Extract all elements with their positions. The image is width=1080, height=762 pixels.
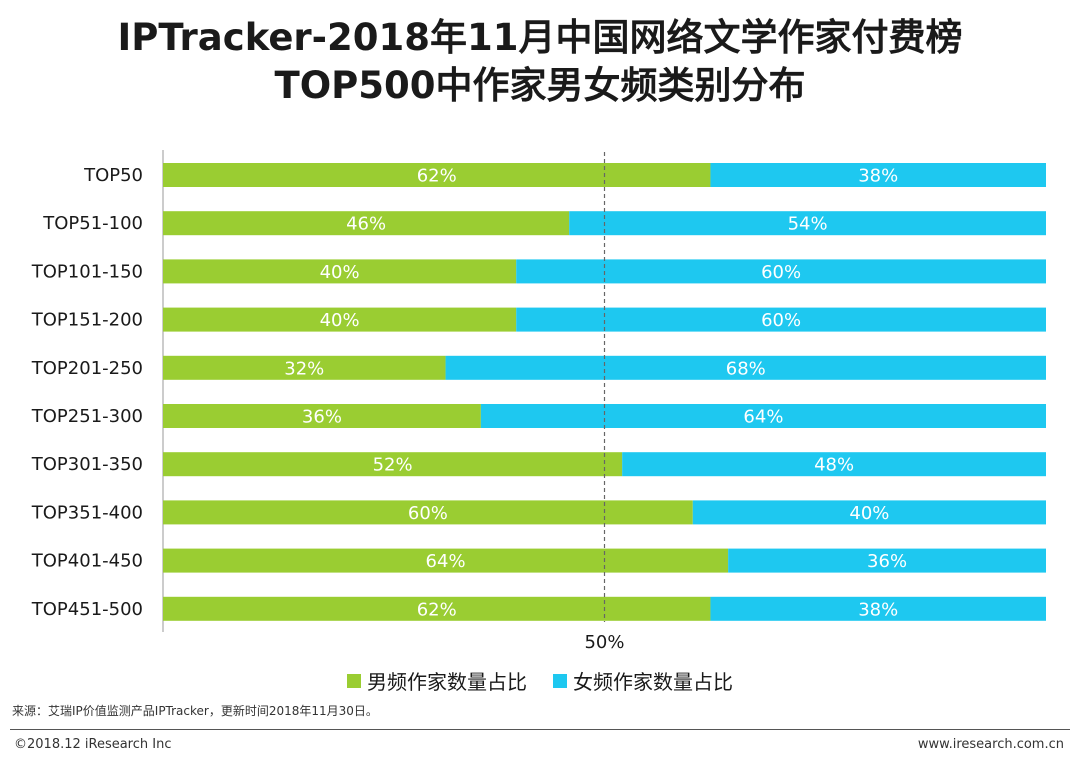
bar-female	[569, 211, 1046, 236]
data-label-male: 40%	[320, 262, 360, 283]
data-label-female: 60%	[761, 310, 801, 331]
bar-chart: TOP50 62% 38% TOP51-100 46% 54% TOP101-150 40% 6…	[31, 150, 1046, 653]
data-label-male: 62%	[417, 166, 457, 187]
source-note: 来源：艾瑞IP价值监测产品IPTracker，更新时间2018年11月30日。	[12, 704, 378, 718]
category-label: TOP50	[83, 165, 143, 186]
category-label: TOP151-200	[31, 310, 143, 331]
data-label-female: 40%	[849, 503, 889, 524]
bar-male	[163, 548, 729, 573]
data-label-male: 40%	[320, 310, 360, 331]
category-label: TOP251-300	[31, 406, 143, 427]
bar-male	[163, 163, 711, 187]
data-label-male: 32%	[284, 358, 324, 379]
chart-title-line1: IPTracker-2018年11月中国网络文学作家付费榜	[117, 16, 963, 59]
category-label: TOP101-150	[31, 261, 143, 282]
category-label: TOP201-250	[31, 358, 143, 379]
data-label-male: 62%	[417, 599, 457, 620]
bar-male	[163, 596, 711, 621]
category-label: TOP351-400	[31, 502, 143, 523]
legend-swatch-male	[347, 673, 361, 688]
chart-title-line2: TOP500中作家男女频类别分布	[274, 64, 806, 107]
category-label: TOP51-100	[42, 213, 143, 234]
data-label-male: 64%	[426, 551, 466, 572]
bar-female	[710, 596, 1046, 621]
bar-male	[163, 452, 623, 477]
bar-male	[163, 259, 517, 284]
data-label-female: 54%	[788, 214, 828, 235]
bar-male	[163, 355, 446, 380]
bar-female	[480, 404, 1046, 428]
data-label-male: 36%	[302, 407, 342, 428]
data-label-female: 60%	[761, 262, 801, 283]
data-label-male: 46%	[346, 214, 386, 235]
category-label: TOP301-350	[31, 454, 143, 475]
data-label-female: 38%	[858, 599, 898, 620]
legend-label-male: 男频作家数量占比	[367, 670, 527, 694]
bar-female	[445, 355, 1046, 380]
data-label-female: 38%	[858, 166, 898, 187]
reference-line-label: 50%	[584, 632, 624, 653]
bar-female	[692, 500, 1046, 525]
data-label-female: 68%	[726, 358, 766, 379]
data-label-male: 52%	[373, 455, 413, 476]
legend-item-male: 男频作家数量占比	[347, 666, 527, 695]
bar-male	[163, 404, 481, 428]
category-label: TOP401-450	[31, 551, 143, 572]
legend-swatch-female	[553, 673, 567, 688]
data-label-female: 48%	[814, 455, 854, 476]
bar-male	[163, 307, 517, 332]
bar-female	[728, 548, 1046, 573]
category-label: TOP451-500	[31, 599, 143, 620]
copyright-text: ©2018.12 iResearch Inc	[14, 737, 172, 752]
legend-label-female: 女频作家数量占比	[573, 670, 733, 694]
bar-female	[622, 452, 1046, 477]
website-text: www.iresearch.com.cn	[917, 737, 1064, 752]
bar-male	[163, 211, 570, 236]
data-label-female: 36%	[867, 551, 907, 572]
data-label-female: 64%	[743, 407, 783, 428]
data-label-male: 60%	[408, 503, 448, 524]
footer-divider	[10, 729, 1070, 730]
chart-legend: 男频作家数量占比 女频作家数量占比	[0, 666, 1080, 695]
bar-female	[710, 163, 1046, 187]
legend-item-female: 女频作家数量占比	[553, 666, 733, 695]
